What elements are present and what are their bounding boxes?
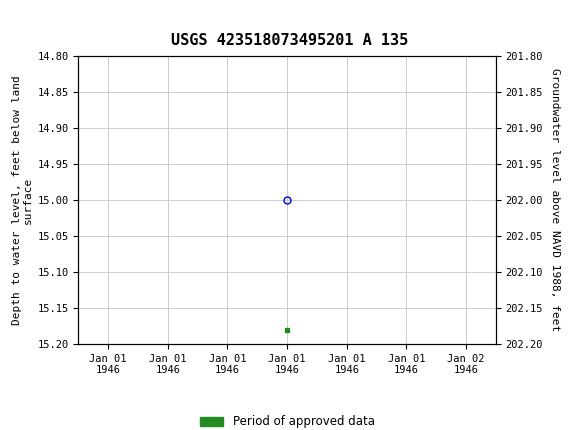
Text: USGS: USGS [33, 12, 89, 29]
Text: USGS 423518073495201 A 135: USGS 423518073495201 A 135 [171, 34, 409, 48]
Legend: Period of approved data: Period of approved data [195, 411, 379, 430]
Y-axis label: Groundwater level above NAVD 1988, feet: Groundwater level above NAVD 1988, feet [550, 68, 560, 332]
Y-axis label: Depth to water level, feet below land
surface: Depth to water level, feet below land su… [12, 75, 33, 325]
